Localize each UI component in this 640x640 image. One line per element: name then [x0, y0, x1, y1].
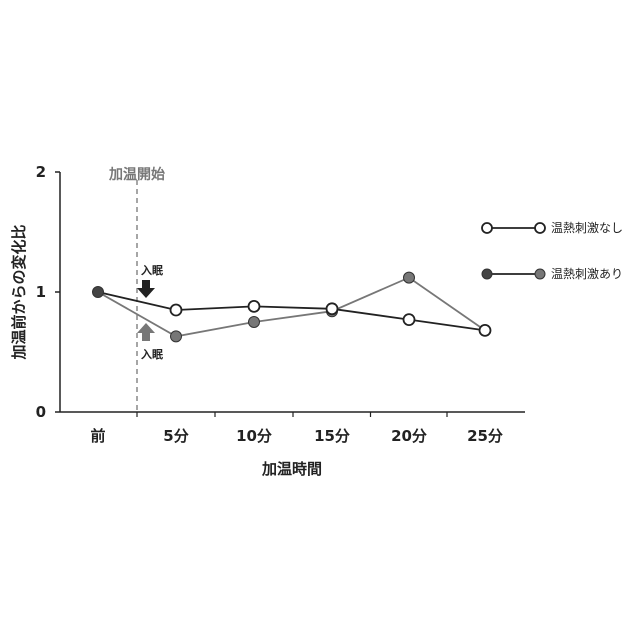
axes: [60, 172, 525, 412]
x-tick-label: 5分: [163, 427, 188, 445]
point-without-heat: [480, 325, 491, 336]
legend-marker-without-heat: [535, 223, 545, 233]
y-tick-label: 1: [36, 283, 46, 301]
arrow-down-icon: [137, 280, 155, 298]
x-tick-label: 15分: [314, 427, 350, 445]
sleep-onset-label-bottom: 入眠: [141, 348, 163, 361]
legend-marker-without-heat: [482, 223, 492, 233]
point-with-heat: [404, 272, 415, 283]
x-tick-label: 前: [90, 427, 105, 445]
legend-marker-with-heat: [535, 269, 545, 279]
y-tick-label: 0: [36, 403, 46, 421]
point-without-heat: [249, 301, 260, 312]
y-axis-title: 加温前からの変化比: [10, 224, 28, 360]
sleep-onset-arrows: 入眠 入眠: [137, 264, 163, 361]
arrow-up-icon: [137, 323, 155, 341]
legend-label-without-heat: 温熱刺激なし: [551, 221, 623, 235]
x-tick-label: 10分: [236, 427, 272, 445]
legend-marker-with-heat: [482, 269, 492, 279]
point-with-heat: [249, 317, 260, 328]
heating-start-label: 加温開始: [108, 166, 165, 183]
start-marker: 加温開始: [108, 166, 165, 412]
legend-label-with-heat: 温熱刺激あり: [551, 267, 623, 281]
x-axis-title: 加温時間: [261, 460, 322, 478]
point-without-heat: [404, 314, 415, 325]
point-with-heat: [171, 331, 182, 342]
y-tick-label: 2: [36, 163, 46, 181]
x-tick-label: 20分: [391, 427, 427, 445]
legend: 温熱刺激なし温熱刺激あり: [482, 221, 623, 281]
x-tick-label: 25分: [467, 427, 503, 445]
sleep-onset-label-top: 入眠: [141, 264, 163, 277]
point-without-heat: [327, 303, 338, 314]
ticks: 0 1 2 前 5分 10分 15分 20分 25分: [36, 163, 503, 445]
point-with-heat: [93, 287, 104, 298]
point-without-heat: [171, 305, 182, 316]
